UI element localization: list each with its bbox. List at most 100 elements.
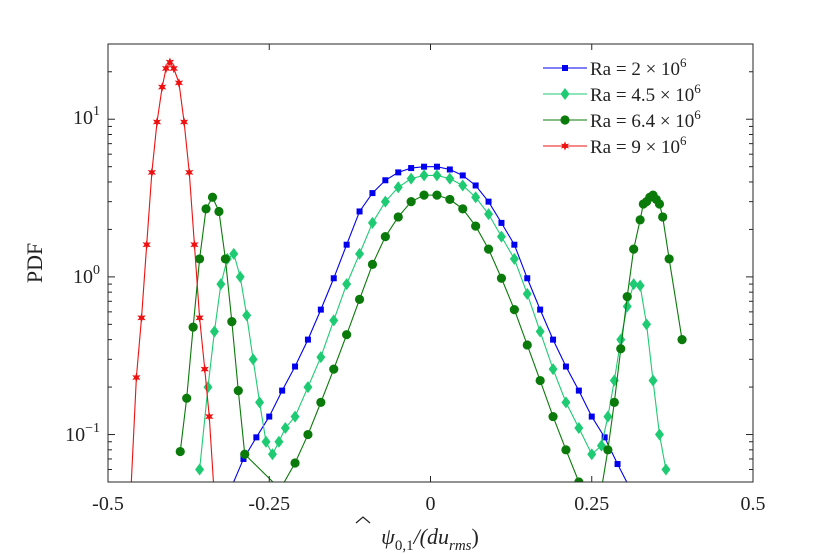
data-point xyxy=(317,306,324,313)
data-point xyxy=(393,181,403,194)
data-point xyxy=(535,325,545,338)
data-point xyxy=(126,492,134,502)
data-point xyxy=(609,397,619,407)
data-point xyxy=(677,335,687,345)
data-point xyxy=(629,244,639,254)
tick-layer xyxy=(107,43,754,483)
data-point xyxy=(214,206,224,217)
data-point xyxy=(240,449,250,459)
data-point xyxy=(458,204,468,214)
x-tick-label: -0.25 xyxy=(248,493,290,515)
data-point xyxy=(635,279,645,292)
y-tick-base: 10 xyxy=(65,424,85,446)
data-point xyxy=(648,374,658,387)
series-1 xyxy=(228,163,633,492)
data-point xyxy=(574,477,584,482)
data-point xyxy=(292,363,299,370)
data-point xyxy=(661,463,671,476)
data-point xyxy=(395,169,402,176)
data-point xyxy=(588,413,595,420)
data-point xyxy=(654,199,665,209)
series-4 xyxy=(126,57,218,502)
data-point xyxy=(635,215,645,225)
x-axis-label: ψ0,1/(durms) xyxy=(355,516,479,554)
data-point xyxy=(561,445,571,455)
data-point xyxy=(190,239,199,250)
data-point xyxy=(406,197,416,207)
y-tick-label: 101 xyxy=(73,104,100,129)
data-point xyxy=(367,216,377,229)
data-point xyxy=(174,78,184,88)
data-point xyxy=(210,492,218,502)
data-point xyxy=(471,191,481,204)
data-point xyxy=(550,336,557,343)
data-point xyxy=(355,247,365,260)
y-tick-exponent: −1 xyxy=(85,421,100,436)
data-point xyxy=(654,428,664,441)
x-label-hat xyxy=(355,516,371,524)
data-point xyxy=(255,396,265,409)
data-point xyxy=(329,314,339,327)
data-point xyxy=(188,322,198,332)
data-point xyxy=(175,446,185,457)
data-point xyxy=(406,172,416,185)
data-point xyxy=(446,166,453,173)
data-point xyxy=(432,190,442,200)
x-tick-label: 0 xyxy=(426,493,436,515)
y-tick-exponent: 1 xyxy=(93,104,100,119)
x-tick-label: -0.5 xyxy=(92,493,124,515)
data-point xyxy=(261,435,271,448)
data-point xyxy=(216,278,226,291)
data-point xyxy=(522,340,532,350)
data-point xyxy=(235,270,245,283)
data-point xyxy=(169,63,178,74)
y-tick-base: 10 xyxy=(73,107,93,129)
data-point xyxy=(279,387,286,394)
data-point xyxy=(274,435,284,448)
data-point xyxy=(185,167,194,178)
plot-area xyxy=(108,44,753,482)
data-point xyxy=(445,172,455,185)
data-point xyxy=(380,232,390,242)
data-point xyxy=(220,254,230,264)
x-label-psi: ψ xyxy=(381,524,395,549)
data-point xyxy=(329,364,339,374)
data-point xyxy=(142,239,151,250)
legend-marker xyxy=(560,88,570,100)
data-point xyxy=(498,219,505,226)
data-point xyxy=(201,204,211,214)
data-point xyxy=(132,372,141,383)
data-point xyxy=(433,163,440,170)
data-point xyxy=(419,169,429,182)
data-point xyxy=(509,305,519,315)
y-tick-exponent: 0 xyxy=(93,263,100,278)
data-point xyxy=(658,212,668,222)
data-point xyxy=(304,336,311,343)
data-point xyxy=(330,275,337,282)
legend-label: Ra = 4.5 × 106 xyxy=(590,81,701,106)
data-point xyxy=(367,259,378,269)
data-point xyxy=(421,163,428,170)
data-point xyxy=(165,57,175,67)
data-point xyxy=(629,278,639,291)
data-point xyxy=(182,393,192,403)
series-line xyxy=(130,61,214,482)
data-point xyxy=(342,278,352,291)
data-point xyxy=(562,363,569,370)
data-point xyxy=(535,375,545,386)
data-point xyxy=(200,364,209,374)
data-point xyxy=(587,448,597,461)
data-point xyxy=(458,179,468,192)
data-point xyxy=(209,325,219,338)
data-point xyxy=(485,198,492,205)
data-point xyxy=(496,273,507,283)
data-point xyxy=(472,182,479,189)
data-point xyxy=(616,344,626,354)
data-point xyxy=(471,221,481,231)
svg-text:ψ0,1/(durms): ψ0,1/(durms) xyxy=(381,524,479,554)
data-point xyxy=(614,461,621,468)
data-point xyxy=(627,486,633,492)
data-point xyxy=(303,429,313,440)
data-point xyxy=(205,411,214,422)
data-point xyxy=(228,486,234,492)
